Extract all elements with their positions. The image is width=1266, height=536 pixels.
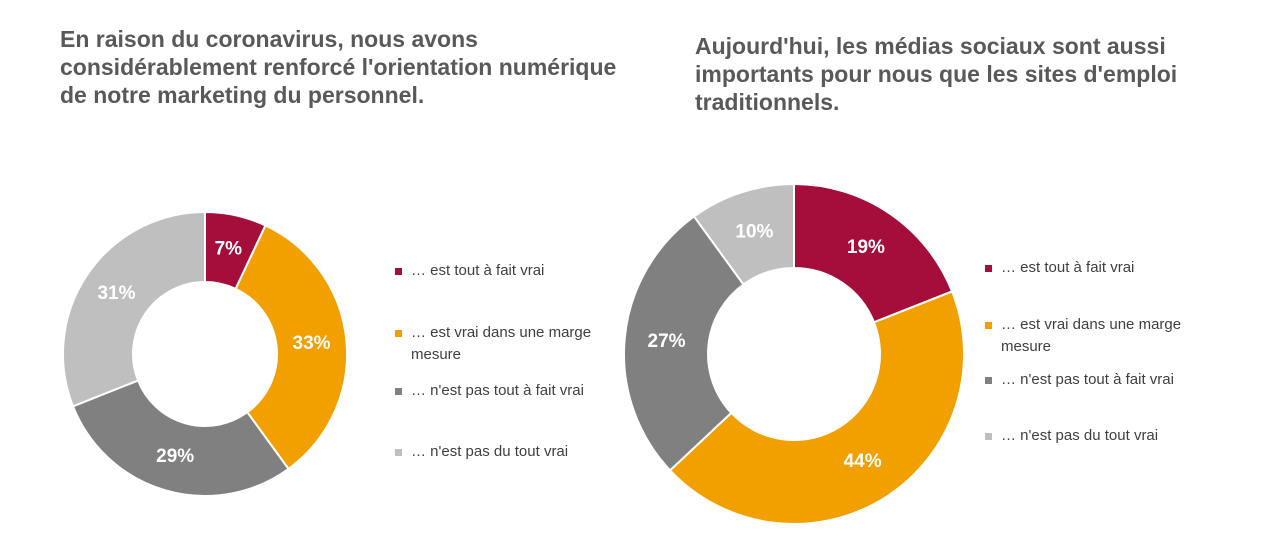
- legend-item: … est tout à fait vrai: [985, 257, 1216, 279]
- chart-title: En raison du coronavirus, nous avons con…: [60, 26, 617, 108]
- data-label: 44%: [844, 451, 882, 472]
- legend-swatch: [985, 433, 992, 440]
- data-label: 31%: [97, 283, 135, 304]
- donut-segment: [692, 182, 795, 286]
- donut-segment: [668, 290, 965, 525]
- legend-label: … n'est pas tout à fait vrai: [1001, 371, 1174, 388]
- legend-swatch: [985, 377, 992, 384]
- legend-item: … est tout à fait vrai: [395, 260, 626, 282]
- legend-label: … est tout à fait vrai: [1001, 259, 1135, 276]
- legend-item: … est vrai dans une marge mesure: [985, 314, 1216, 358]
- donut-segment: [234, 224, 348, 471]
- chart-title: Aujourd'hui, les médias sociaux sont aus…: [695, 33, 1178, 115]
- legend-item: … n'est pas tout à fait vrai: [985, 369, 1216, 391]
- data-label: 27%: [648, 331, 686, 352]
- legend-label: … est vrai dans une marge mesure: [411, 324, 592, 363]
- donut-segment: [623, 215, 745, 472]
- legend-swatch: [395, 388, 402, 395]
- legend-item: … est vrai dans une marge mesure: [395, 322, 626, 366]
- legend-label: … est vrai dans une marge mesure: [1001, 316, 1182, 355]
- data-label: 10%: [735, 221, 773, 242]
- legend-swatch: [395, 449, 402, 456]
- data-label: 33%: [293, 333, 331, 354]
- donut-segment: [71, 379, 290, 497]
- legend-item: … n'est pas du tout vrai: [985, 425, 1216, 447]
- legend-item: … n'est pas tout à fait vrai: [395, 380, 626, 402]
- donut-segment: [62, 210, 206, 408]
- legend-swatch: [985, 322, 992, 329]
- legend-label: … n'est pas du tout vrai: [1001, 427, 1159, 444]
- legend-swatch: [985, 265, 992, 272]
- legend-label: … n'est pas du tout vrai: [411, 443, 569, 460]
- legend-item: … n'est pas du tout vrai: [395, 441, 626, 463]
- donut-segment: [793, 182, 954, 324]
- legend-label: … est tout à fait vrai: [411, 262, 545, 279]
- data-label: 19%: [847, 237, 885, 258]
- legend-label: … n'est pas tout à fait vrai: [411, 382, 584, 399]
- legend-swatch: [395, 268, 402, 275]
- legend-swatch: [395, 330, 402, 337]
- data-label: 7%: [215, 239, 243, 260]
- data-label: 29%: [156, 446, 194, 467]
